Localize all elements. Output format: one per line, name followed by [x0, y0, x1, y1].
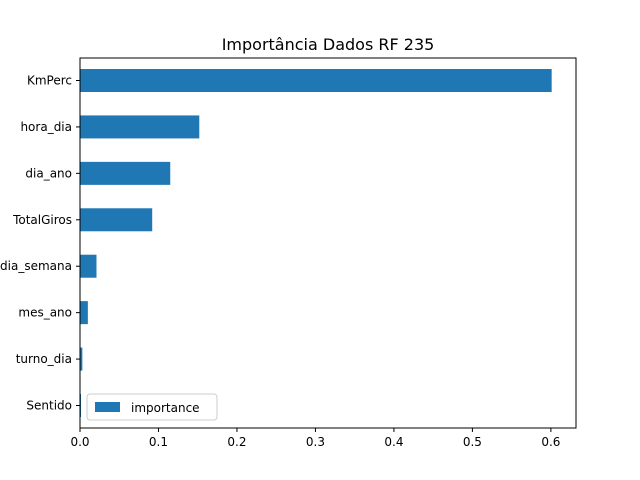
legend: importance: [86, 393, 218, 421]
bar-turno_dia: [80, 347, 83, 371]
y-tick-label: dia_ano: [25, 166, 72, 180]
bar-dia_semana: [80, 254, 97, 278]
y-tick-label: dia_semana: [0, 259, 72, 273]
legend-box: [86, 393, 218, 421]
bar-dia_ano: [80, 161, 171, 185]
y-tick-label: KmPerc: [27, 74, 72, 88]
chart-title: Importância Dados RF 235: [222, 35, 435, 54]
x-tick-label: 0.2: [227, 435, 246, 449]
x-tick-label: 0.3: [306, 435, 325, 449]
bar-KmPerc: [80, 69, 552, 92]
x-axis-ticks: 0.0 0.1 0.2 0.3 0.4 0.5 0.6: [70, 428, 560, 449]
y-tick-label: TotalGiros: [12, 213, 72, 227]
y-tick-label: turno_dia: [16, 352, 72, 366]
bar-hora_dia: [80, 115, 200, 139]
bars-group: [80, 69, 552, 417]
x-tick-label: 0.6: [541, 435, 560, 449]
y-tick-label: Sentido: [26, 399, 72, 413]
x-tick-label: 0.4: [384, 435, 403, 449]
axes-frame: [79, 57, 577, 429]
y-tick-label: hora_dia: [20, 120, 72, 134]
y-tick-label: mes_ano: [18, 306, 72, 320]
legend-label: importance: [131, 401, 200, 415]
x-tick-label: 0.5: [463, 435, 482, 449]
legend-swatch: [95, 402, 120, 412]
bar-TotalGiros: [80, 208, 153, 232]
x-tick-label: 0.1: [149, 435, 168, 449]
bar-mes_ano: [80, 301, 88, 325]
x-tick-label: 0.0: [70, 435, 89, 449]
y-axis-ticks: KmPerc hora_dia dia_ano TotalGiros dia_seman…: [0, 74, 80, 413]
